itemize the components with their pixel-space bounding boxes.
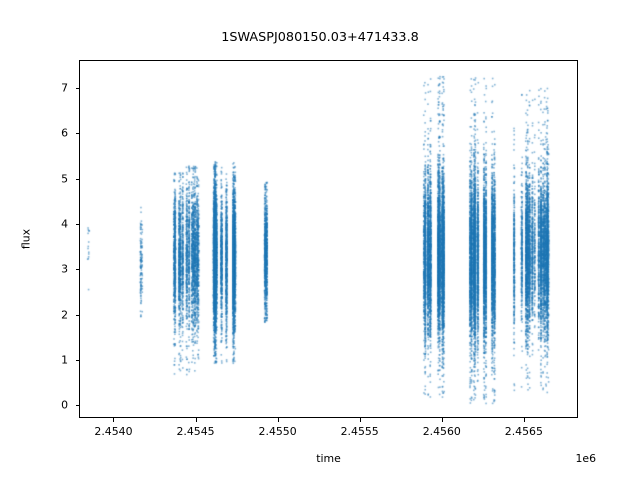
x-tick-mark xyxy=(359,418,361,422)
y-tick-label: 1 xyxy=(61,353,68,367)
plot-area xyxy=(79,60,578,418)
y-tick-label: 6 xyxy=(61,126,68,140)
x-axis-offset-multiplier: 1e6 xyxy=(575,452,596,465)
y-tick-mark xyxy=(75,314,79,316)
x-tick-mark xyxy=(195,418,197,422)
y-tick-label: 0 xyxy=(61,398,68,412)
x-tick-label: 2.4545 xyxy=(176,425,215,438)
y-tick-label: 4 xyxy=(61,217,68,231)
y-tick-label: 3 xyxy=(61,262,68,276)
x-tick-label: 2.4550 xyxy=(258,425,297,438)
x-tick-mark xyxy=(277,418,279,422)
x-tick-label: 2.4540 xyxy=(94,425,133,438)
scatter-series-flux-vs-time xyxy=(80,61,577,417)
y-tick-mark xyxy=(75,178,79,180)
page-title: 1SWASPJ080150.03+471433.8 xyxy=(221,30,419,45)
y-tick-label: 7 xyxy=(61,81,68,95)
y-tick-mark xyxy=(75,269,79,271)
x-tick-mark xyxy=(441,418,443,422)
y-tick-mark xyxy=(75,405,79,407)
x-tick-label: 2.4555 xyxy=(340,425,379,438)
y-tick-mark xyxy=(75,224,79,226)
x-tick-label: 2.4565 xyxy=(504,425,543,438)
x-tick-mark xyxy=(113,418,115,422)
x-tick-label: 2.4560 xyxy=(422,425,461,438)
x-axis-label: time xyxy=(316,452,341,465)
y-tick-mark xyxy=(75,359,79,361)
x-tick-mark xyxy=(523,418,525,422)
y-tick-label: 5 xyxy=(61,172,68,186)
y-tick-label: 2 xyxy=(61,308,68,322)
y-tick-mark xyxy=(75,133,79,135)
y-axis-label: flux xyxy=(19,228,33,250)
y-tick-mark xyxy=(75,88,79,90)
